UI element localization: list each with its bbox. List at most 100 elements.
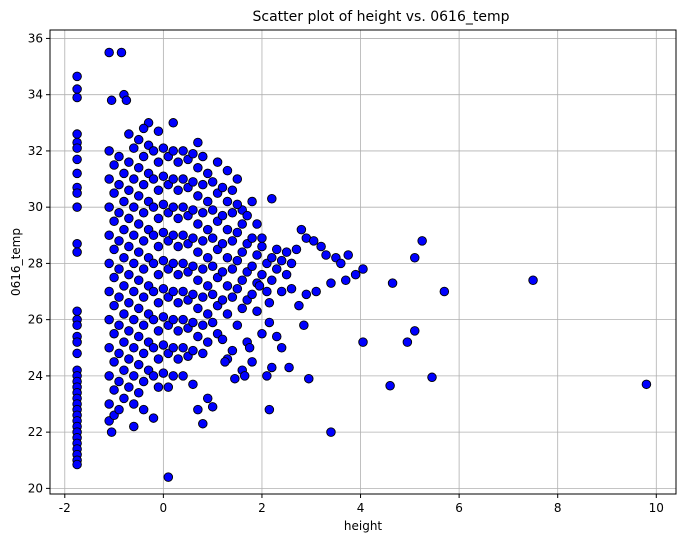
data-point: [109, 216, 119, 226]
data-point: [106, 427, 117, 437]
data-point: [133, 247, 144, 257]
grid-lines: [50, 30, 676, 494]
data-point: [129, 143, 139, 153]
data-point: [262, 286, 272, 297]
data-point: [244, 343, 255, 353]
data-point: [119, 196, 129, 207]
data-point: [178, 230, 188, 241]
data-point: [202, 393, 213, 404]
data-point: [222, 224, 233, 235]
data-point: [271, 244, 282, 255]
data-point: [163, 382, 174, 392]
data-point: [114, 376, 124, 387]
data-point: [202, 253, 213, 263]
data-point: [247, 289, 257, 300]
data-point: [124, 157, 134, 167]
data-point: [109, 300, 119, 311]
data-point: [217, 238, 228, 249]
data-point: [178, 146, 188, 156]
y-tick-label: 24: [28, 369, 43, 383]
data-point: [104, 47, 114, 58]
data-point: [173, 185, 183, 196]
data-point: [198, 208, 208, 218]
data-point: [133, 303, 144, 314]
data-point: [178, 343, 188, 353]
data-point: [281, 269, 292, 280]
data-point: [237, 247, 247, 257]
data-point: [133, 219, 144, 229]
data-point: [119, 365, 129, 376]
data-point: [207, 317, 218, 328]
data-point: [198, 348, 208, 359]
data-point: [133, 191, 144, 201]
data-point: [237, 219, 247, 229]
data-point: [641, 379, 652, 390]
data-point: [304, 373, 314, 384]
data-point: [158, 283, 169, 294]
data-point: [114, 348, 124, 359]
data-point: [116, 47, 127, 58]
data-point: [119, 309, 129, 319]
data-point: [124, 269, 134, 280]
y-axis-ticks: 20 22 24 26 28 30 32 34 36: [28, 31, 50, 495]
data-point: [387, 278, 398, 288]
data-point: [217, 210, 228, 221]
data-point: [119, 224, 129, 235]
data-point: [202, 168, 213, 179]
data-point: [138, 236, 149, 246]
data-point: [188, 379, 198, 390]
data-point: [410, 253, 420, 263]
data-point: [385, 380, 395, 391]
data-point: [193, 404, 203, 415]
data-point: [326, 427, 336, 437]
data-point: [124, 382, 134, 392]
data-point: [173, 354, 183, 364]
data-point: [72, 306, 82, 316]
data-point: [340, 275, 351, 286]
data-point: [178, 314, 188, 325]
data-point: [343, 250, 353, 260]
data-point: [129, 371, 139, 381]
data-point: [198, 320, 208, 331]
data-point: [207, 261, 218, 271]
data-point: [168, 343, 178, 353]
data-point: [129, 174, 139, 184]
data-point: [114, 320, 124, 331]
data-point: [158, 255, 169, 266]
data-point: [138, 320, 149, 331]
data-point: [138, 376, 149, 387]
data-point: [264, 404, 275, 415]
data-point: [109, 328, 119, 339]
data-point: [158, 312, 169, 322]
data-point: [114, 208, 124, 218]
data-point: [296, 224, 307, 235]
data-point: [252, 219, 262, 229]
y-tick-label: 32: [28, 144, 43, 158]
data-point: [168, 118, 178, 128]
data-point: [217, 295, 228, 305]
data-point: [188, 345, 198, 356]
y-tick-label: 22: [28, 425, 43, 439]
data-point: [168, 258, 178, 269]
y-tick-label: 20: [28, 481, 43, 495]
data-point: [232, 199, 243, 210]
data-point: [257, 269, 267, 280]
data-point: [168, 230, 178, 241]
data-point: [129, 230, 139, 241]
data-point: [129, 399, 139, 409]
data-point: [173, 269, 183, 280]
data-point: [158, 368, 169, 378]
data-point: [227, 264, 238, 274]
data-point: [121, 95, 132, 106]
data-point: [109, 244, 119, 255]
data-point: [222, 253, 233, 263]
data-point: [129, 202, 139, 212]
data-point: [207, 233, 218, 243]
data-point: [114, 236, 124, 246]
data-point: [168, 314, 178, 325]
data-point: [188, 233, 198, 243]
data-point: [138, 404, 149, 415]
data-point: [114, 179, 124, 190]
data-point: [148, 314, 159, 325]
